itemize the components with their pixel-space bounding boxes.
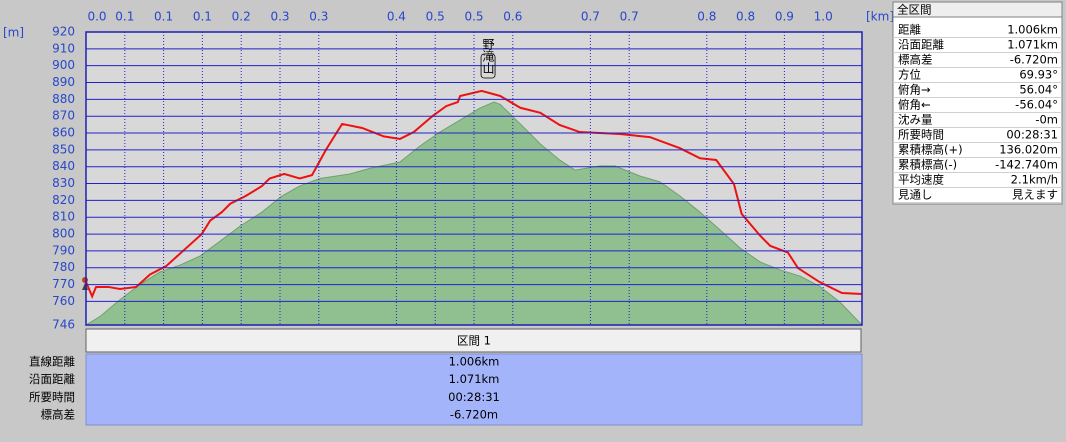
summary-value: -142.740m xyxy=(995,158,1058,172)
x-tick-label: 0.8 xyxy=(697,10,716,24)
summary-label: 距離 xyxy=(898,23,921,37)
section-label: 沿面距離 xyxy=(29,372,75,386)
y-tick-label: 760 xyxy=(52,294,75,308)
summary-label: 沿面距離 xyxy=(898,38,944,52)
summary-value: 69.93° xyxy=(1019,68,1058,82)
y-tick-label: 800 xyxy=(52,227,75,241)
y-tick-label: 860 xyxy=(52,126,75,140)
y-tick-label: 910 xyxy=(52,41,75,55)
summary-label: 沈み量 xyxy=(898,113,933,127)
x-tick-label: 0.6 xyxy=(503,10,522,24)
x-tick-label: 0.1 xyxy=(193,10,212,24)
y-tick-label: 850 xyxy=(52,142,75,156)
x-tick-label: 0.4 xyxy=(387,10,406,24)
summary-value: 見えます xyxy=(1012,188,1058,202)
section-value: 1.071km xyxy=(449,372,500,386)
summary-label: 見通し xyxy=(898,188,933,202)
section-value: 1.006km xyxy=(449,355,500,369)
plot-border xyxy=(85,31,863,326)
summary-value: -0m xyxy=(1035,113,1058,127)
section-header xyxy=(85,328,862,353)
y-tick-label: 920 xyxy=(52,25,75,39)
x-tick-label: 0.3 xyxy=(309,10,328,24)
section-value: -6.720m xyxy=(450,408,498,422)
y-tick-label: 880 xyxy=(52,92,75,106)
summary-label: 俯角← xyxy=(898,98,931,112)
summary-value: 1.071km xyxy=(1007,38,1058,52)
peak-label: 野滝山 xyxy=(481,38,495,74)
y-tick-label: 870 xyxy=(52,109,75,123)
x-tick-label: 0.9 xyxy=(775,10,794,24)
summary-value: -56.04° xyxy=(1015,98,1058,112)
section-label: 標高差 xyxy=(41,408,76,422)
x-tick-label: 0.1 xyxy=(115,10,134,24)
section-label: 直線距離 xyxy=(29,355,75,369)
y-tick-label: 890 xyxy=(52,75,75,89)
y-tick-label: 780 xyxy=(52,260,75,274)
summary-value: 2.1km/h xyxy=(1011,173,1058,187)
x-tick-label: 0.5 xyxy=(426,10,445,24)
y-tick-label: 790 xyxy=(52,243,75,257)
summary-label: 所要時間 xyxy=(898,128,944,142)
summary-value: 56.04° xyxy=(1019,83,1058,97)
summary-value: 1.006km xyxy=(1007,23,1058,37)
y-tick-label: 820 xyxy=(52,193,75,207)
summary-label: 累積標高(-) xyxy=(898,158,957,172)
y-tick-label: 810 xyxy=(52,210,75,224)
x-tick-label: 0.7 xyxy=(620,10,639,24)
x-tick-label: 0.8 xyxy=(736,10,755,24)
x-unit: [km] xyxy=(866,10,894,24)
x-tick-label: 0.3 xyxy=(270,10,289,24)
y-tick-label: 900 xyxy=(52,58,75,72)
y-tick-label: 830 xyxy=(52,176,75,190)
x-tick-label: 0.1 xyxy=(154,10,173,24)
x-tick-label: 0.5 xyxy=(464,10,483,24)
summary-header xyxy=(892,1,1063,18)
summary-value: 136.020m xyxy=(999,143,1058,157)
y-tick-label: 840 xyxy=(52,159,75,173)
section-body xyxy=(85,353,863,426)
x-tick-label: 1.0 xyxy=(814,10,833,24)
summary-label: 平均速度 xyxy=(898,173,944,187)
section-title: 区間 1 xyxy=(457,334,491,348)
summary-label: 方位 xyxy=(898,68,921,82)
summary-title: 全区間 xyxy=(897,3,932,17)
summary-panel xyxy=(892,1,1063,205)
y-unit: [m] xyxy=(3,26,24,40)
summary-label: 標高差 xyxy=(898,53,933,67)
x-tick-label: 0.2 xyxy=(232,10,251,24)
x-tick-label: 0.7 xyxy=(581,10,600,24)
summary-value: -6.720m xyxy=(1010,53,1058,67)
peak-label-box xyxy=(480,53,496,79)
y-tick-label: 746 xyxy=(52,318,75,332)
summary-label: 俯角→ xyxy=(898,83,931,97)
summary-value: 00:28:31 xyxy=(1006,128,1058,142)
section-value: 00:28:31 xyxy=(448,390,500,404)
section-label: 所要時間 xyxy=(29,390,75,404)
x-tick-label: 0.0 xyxy=(87,10,106,24)
summary-label: 累積標高(+) xyxy=(898,143,963,157)
route-line xyxy=(85,89,863,299)
y-tick-label: 770 xyxy=(52,277,75,291)
